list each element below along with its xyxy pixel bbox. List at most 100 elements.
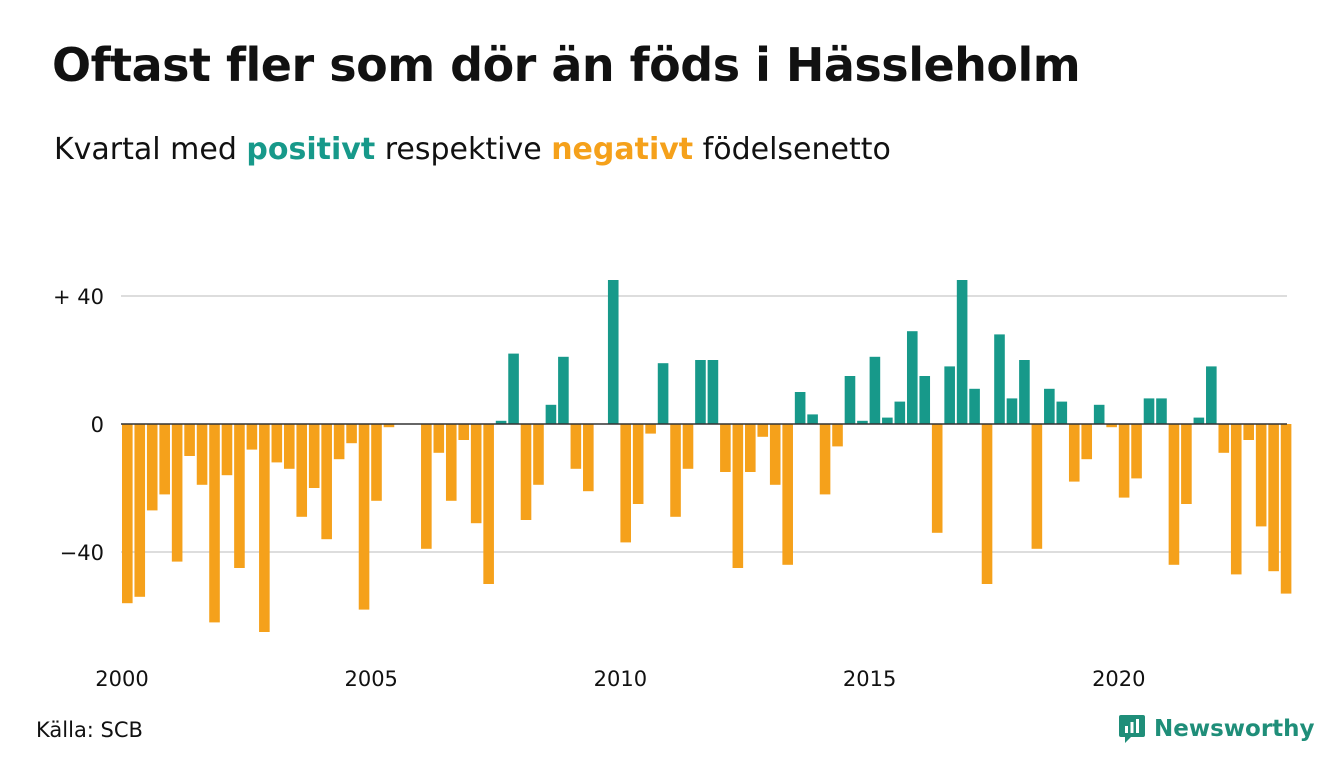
- subtitle-positive-keyword: positivt: [246, 132, 376, 167]
- bar-negative: [159, 424, 170, 495]
- bar-negative: [645, 424, 656, 434]
- bar-positive: [508, 353, 519, 424]
- y-tick-label: 0: [91, 413, 104, 437]
- bar-positive: [906, 331, 918, 424]
- bar-negative: [981, 424, 993, 584]
- y-tick-label: + 40: [53, 285, 104, 309]
- bar-negative: [757, 424, 769, 437]
- bar-positive: [994, 334, 1005, 424]
- bar-positive: [545, 404, 557, 424]
- bar-negative: [433, 424, 445, 453]
- bar-negative: [682, 424, 694, 469]
- bar-negative: [122, 424, 133, 604]
- y-tick-label: −40: [60, 541, 104, 565]
- bar-negative: [1106, 424, 1117, 428]
- bar-negative: [209, 424, 220, 623]
- bar-negative: [570, 424, 582, 469]
- bar-negative: [1255, 424, 1267, 527]
- bar-negative: [184, 424, 195, 456]
- bar-negative: [533, 424, 544, 485]
- subtitle-negative-keyword: negativt: [551, 132, 694, 167]
- bar-negative: [1230, 424, 1242, 575]
- bar-negative: [1181, 424, 1192, 504]
- bar-negative: [782, 424, 793, 565]
- bar-negative: [196, 424, 208, 485]
- bar-positive: [1193, 417, 1205, 424]
- newsworthy-logo-icon: [1119, 715, 1145, 743]
- bar-negative: [720, 424, 731, 472]
- bar-negative: [1118, 424, 1130, 498]
- bar-negative: [346, 424, 357, 444]
- bar-negative: [1268, 424, 1279, 572]
- bar-negative: [371, 424, 382, 501]
- bar-negative: [769, 424, 781, 485]
- source-note: Källa: SCB: [36, 718, 143, 742]
- bar-negative: [259, 424, 270, 632]
- bar-positive: [607, 280, 619, 424]
- bar-positive: [1044, 388, 1055, 424]
- bar-negative: [583, 424, 594, 492]
- bar-negative: [670, 424, 681, 517]
- bar-positive: [969, 388, 980, 424]
- bar-negative: [1068, 424, 1080, 482]
- bar-negative: [1280, 424, 1292, 594]
- bar-positive: [657, 363, 669, 424]
- bar-positive: [1019, 360, 1030, 424]
- bar-positive: [894, 401, 906, 424]
- bar-negative: [283, 424, 295, 469]
- bar-negative: [321, 424, 332, 540]
- bar-positive: [707, 360, 719, 424]
- bar-positive: [944, 366, 955, 424]
- bar-positive: [869, 356, 881, 424]
- bar-negative: [1168, 424, 1180, 565]
- bar-negative: [520, 424, 532, 520]
- bar-negative: [458, 424, 470, 440]
- x-tick-label: 2020: [1092, 667, 1145, 691]
- bar-negative: [832, 424, 843, 447]
- bar-negative: [146, 424, 158, 511]
- bar-negative: [358, 424, 370, 610]
- chart-title: Oftast fler som dör än föds i Hässleholm: [52, 38, 1081, 92]
- bar-negative: [1131, 424, 1142, 479]
- x-tick-label: 2000: [95, 667, 148, 691]
- bar-negative: [745, 424, 756, 472]
- bar-negative: [333, 424, 345, 460]
- bar-negative: [931, 424, 943, 533]
- bar-positive: [844, 376, 856, 424]
- subtitle-middle: respektive: [375, 132, 552, 167]
- bar-positive: [558, 356, 569, 424]
- bar-positive: [1143, 398, 1155, 424]
- bar-positive: [807, 414, 818, 424]
- bar-positive: [857, 420, 868, 424]
- bar-negative: [308, 424, 320, 488]
- subtitle-suffix: födelsenetto: [693, 132, 891, 167]
- bar-positive: [1206, 366, 1217, 424]
- brand-name: Newsworthy: [1154, 716, 1315, 742]
- bar-negative: [1243, 424, 1254, 440]
- bar-negative: [421, 424, 432, 549]
- bar-negative: [1081, 424, 1093, 460]
- bar-positive: [919, 376, 931, 424]
- bar-negative: [296, 424, 308, 517]
- bar-negative: [445, 424, 457, 501]
- x-tick-label: 2005: [344, 667, 397, 691]
- bar-positive: [794, 392, 806, 424]
- bar-negative: [1031, 424, 1043, 549]
- bar-negative: [732, 424, 744, 568]
- bar-negative: [483, 424, 494, 584]
- bar-negative: [632, 424, 644, 504]
- bar-negative: [234, 424, 245, 568]
- bar-positive: [1006, 398, 1018, 424]
- bar-negative: [470, 424, 482, 524]
- bar-positive: [1156, 398, 1167, 424]
- newsworthy-brand: Newsworthy: [1118, 714, 1315, 744]
- bar-negative: [1218, 424, 1230, 453]
- bar-negative: [134, 424, 146, 597]
- bar-positive: [1093, 404, 1105, 424]
- subtitle-prefix: Kvartal med: [54, 132, 247, 167]
- bar-positive: [495, 420, 507, 424]
- bar-positive: [1056, 401, 1068, 424]
- bar-negative: [620, 424, 631, 543]
- bar-negative: [246, 424, 258, 450]
